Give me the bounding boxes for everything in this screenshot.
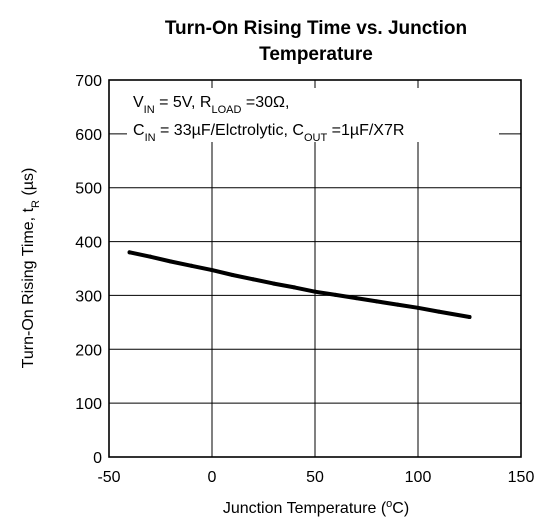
data-point (416, 305, 420, 310)
data-point (148, 254, 153, 259)
chart-title-line1: Turn-On Rising Time vs. Junction (165, 18, 467, 39)
data-point (189, 263, 194, 268)
x-tick-label: 0 (208, 469, 217, 486)
annotation-line2: CIN = 33µF/Elctrolytic, COUT =1µF/X7R (133, 122, 404, 144)
data-point (210, 268, 214, 273)
y-tick-label: 300 (75, 288, 102, 305)
data-point (436, 309, 441, 314)
data-point (354, 296, 359, 301)
x-tick-label: 150 (508, 469, 535, 486)
annotation-line1: VIN = 5V, RLOAD =30Ω, (133, 94, 289, 116)
data-point (313, 289, 317, 294)
x-tick-label: -50 (97, 469, 120, 486)
y-axis-label: Turn-On Rising Time, tR (µs) (20, 168, 42, 369)
y-tick-label: 700 (75, 73, 102, 90)
data-point (292, 285, 297, 290)
y-axis: 0 100 200 300 400 500 600 700 (75, 73, 102, 467)
data-point (271, 281, 276, 286)
y-tick-label: 100 (75, 396, 102, 413)
y-tick-label: 0 (93, 450, 102, 467)
data-point (127, 250, 132, 255)
x-tick-label: 100 (405, 469, 432, 486)
series-group (127, 250, 472, 319)
plot-area (108, 79, 522, 458)
y-tick-label: 500 (75, 181, 102, 198)
data-point (374, 299, 379, 304)
y-tick-label: 400 (75, 235, 102, 252)
x-axis-label: Junction Temperature (oC) (223, 498, 409, 517)
annotation-background (127, 88, 499, 142)
data-point (333, 292, 338, 297)
data-point (168, 259, 173, 264)
data-point (395, 302, 400, 307)
y-tick-label: 600 (75, 127, 102, 144)
x-tick-label: 50 (306, 469, 324, 486)
data-point (467, 314, 472, 319)
x-axis: -50 0 50 100 150 (97, 469, 534, 486)
data-point (230, 272, 235, 277)
data-point (251, 277, 256, 282)
y-tick-label: 200 (75, 342, 102, 359)
chart-title-line2: Temperature (259, 44, 373, 65)
